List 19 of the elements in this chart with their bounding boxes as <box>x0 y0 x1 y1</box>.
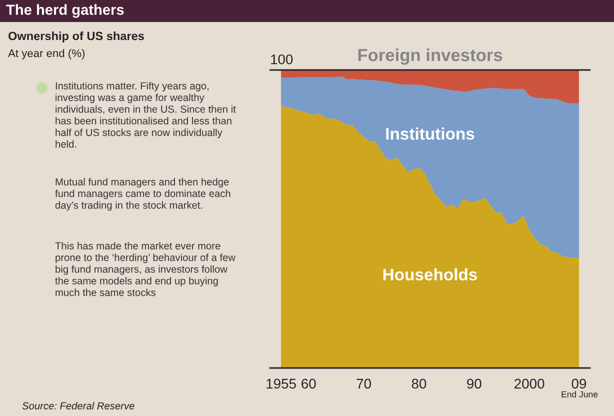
series-label: Households <box>383 268 478 280</box>
text: End June <box>562 391 598 398</box>
series-label: Foreign investors <box>358 48 502 65</box>
x-tick-label: 80 <box>412 378 426 389</box>
x-tick-label: 90 <box>467 378 482 389</box>
text: Mutual fund managers and then hedge fund managers came to dominate each day’s trading in the stock market. <box>55 178 230 211</box>
text: At year end (%) <box>8 49 84 60</box>
x-tick-label: 09 <box>572 378 586 389</box>
x-tick-label: 1955 <box>266 378 296 389</box>
text: This has made the market ever more prone to the ‘herding’ behaviour of a few big fund managers, as investors follow the same models and end up buying much the same stocks <box>55 242 236 296</box>
ref-line-label: 100 <box>271 54 293 64</box>
text: Institutions matter. Fifty years ago, investing was a game for wealthy individuals, even in the US. Since then it has been institutionalised and less than half of US stocks are now individually held. <box>56 82 236 148</box>
x-tick-label: 2000 <box>514 378 544 389</box>
x-tick-label: 70 <box>356 378 371 389</box>
source-note: Source: Federal Reserve <box>22 402 134 410</box>
x-tick-label: 60 <box>302 378 316 389</box>
series-label: Institutions <box>386 127 474 140</box>
text: Ownership of US shares <box>8 32 144 42</box>
text: The herd gathers <box>6 4 124 18</box>
